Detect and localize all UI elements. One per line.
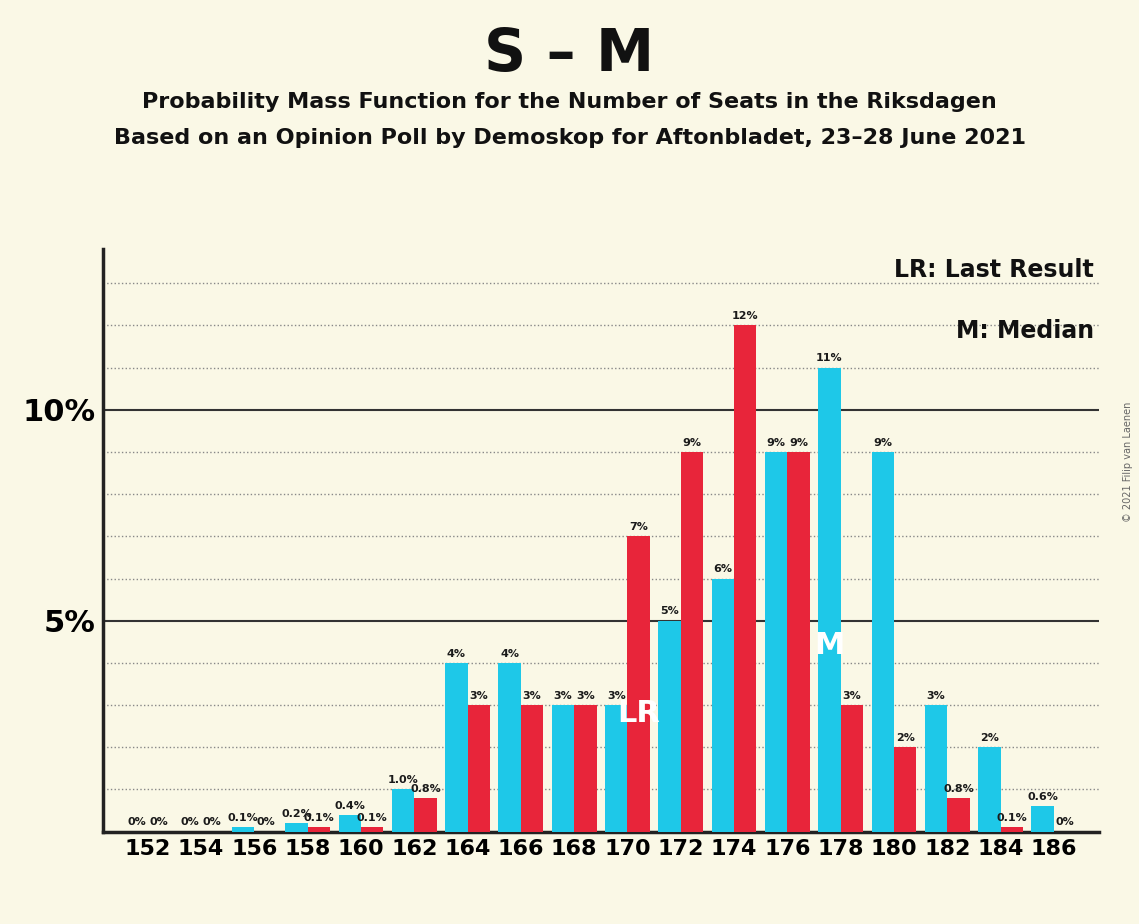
Text: © 2021 Filip van Laenen: © 2021 Filip van Laenen xyxy=(1123,402,1132,522)
Text: 0.1%: 0.1% xyxy=(303,813,334,823)
Text: 0%: 0% xyxy=(256,818,274,827)
Text: 0%: 0% xyxy=(1056,818,1074,827)
Bar xyxy=(285,823,308,832)
Text: 3%: 3% xyxy=(576,691,595,700)
Bar xyxy=(681,452,703,832)
Text: 0.6%: 0.6% xyxy=(1027,792,1058,802)
Text: 2%: 2% xyxy=(895,733,915,743)
Text: 2%: 2% xyxy=(980,733,999,743)
Text: 4%: 4% xyxy=(446,649,466,659)
Bar xyxy=(1032,807,1054,832)
Text: Based on an Opinion Poll by Demoskop for Aftonbladet, 23–28 June 2021: Based on an Opinion Poll by Demoskop for… xyxy=(114,128,1025,148)
Text: 1.0%: 1.0% xyxy=(387,775,418,785)
Bar xyxy=(894,748,917,832)
Text: 3%: 3% xyxy=(523,691,541,700)
Bar xyxy=(841,705,863,832)
Bar xyxy=(871,452,894,832)
Text: 5%: 5% xyxy=(661,606,679,616)
Bar xyxy=(787,452,810,832)
Text: 0%: 0% xyxy=(149,818,169,827)
Text: M: Median: M: Median xyxy=(956,320,1095,344)
Text: 12%: 12% xyxy=(732,311,759,322)
Bar xyxy=(1000,827,1023,832)
Text: 4%: 4% xyxy=(500,649,519,659)
Text: M: M xyxy=(814,631,845,661)
Text: 3%: 3% xyxy=(927,691,945,700)
Bar xyxy=(308,827,330,832)
Text: 0.1%: 0.1% xyxy=(228,813,259,823)
Bar xyxy=(734,325,756,832)
Text: 0.4%: 0.4% xyxy=(335,800,366,810)
Text: 0.8%: 0.8% xyxy=(943,784,974,794)
Text: 9%: 9% xyxy=(789,438,808,448)
Text: 3%: 3% xyxy=(843,691,861,700)
Bar xyxy=(499,663,521,832)
Text: 0.8%: 0.8% xyxy=(410,784,441,794)
Text: 3%: 3% xyxy=(554,691,573,700)
Bar xyxy=(925,705,948,832)
Bar xyxy=(658,621,681,832)
Text: 9%: 9% xyxy=(682,438,702,448)
Text: LR: LR xyxy=(617,699,661,728)
Text: 0%: 0% xyxy=(128,818,146,827)
Bar xyxy=(445,663,468,832)
Text: 9%: 9% xyxy=(874,438,892,448)
Text: 0.2%: 0.2% xyxy=(281,808,312,819)
Bar xyxy=(361,827,384,832)
Text: LR: Last Result: LR: Last Result xyxy=(894,258,1095,282)
Bar xyxy=(765,452,787,832)
Text: 6%: 6% xyxy=(713,565,732,575)
Text: Probability Mass Function for the Number of Seats in the Riksdagen: Probability Mass Function for the Number… xyxy=(142,92,997,113)
Text: 0.1%: 0.1% xyxy=(357,813,387,823)
Bar xyxy=(574,705,597,832)
Text: 11%: 11% xyxy=(817,353,843,363)
Text: 9%: 9% xyxy=(767,438,786,448)
Bar xyxy=(415,797,436,832)
Bar xyxy=(232,827,254,832)
Text: 3%: 3% xyxy=(469,691,489,700)
Bar xyxy=(978,748,1000,832)
Text: S – M: S – M xyxy=(484,26,655,83)
Text: 0%: 0% xyxy=(181,818,199,827)
Text: 0%: 0% xyxy=(203,818,222,827)
Text: 7%: 7% xyxy=(629,522,648,532)
Bar xyxy=(712,578,734,832)
Bar xyxy=(392,789,415,832)
Bar xyxy=(468,705,490,832)
Bar xyxy=(338,815,361,832)
Bar xyxy=(521,705,543,832)
Text: 0.1%: 0.1% xyxy=(997,813,1027,823)
Bar xyxy=(628,536,650,832)
Text: 3%: 3% xyxy=(607,691,625,700)
Bar xyxy=(948,797,969,832)
Bar xyxy=(551,705,574,832)
Bar xyxy=(605,705,628,832)
Bar xyxy=(818,368,841,832)
